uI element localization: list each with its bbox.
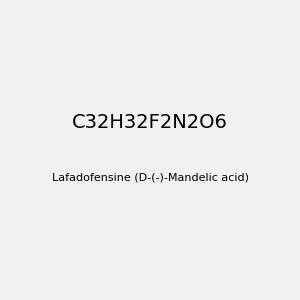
Text: C32H32F2N2O6: C32H32F2N2O6: [72, 113, 228, 133]
Text: Lafadofensine (D-(-)-Mandelic acid): Lafadofensine (D-(-)-Mandelic acid): [52, 172, 248, 182]
